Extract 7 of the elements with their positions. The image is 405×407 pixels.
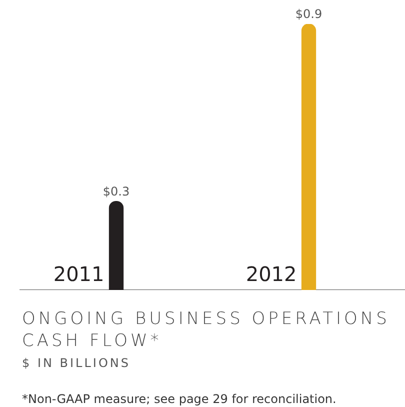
- x-tick-label: 2011: [53, 262, 104, 286]
- text: *Non-GAAP measure; see page 29 for reconciliation.: [22, 392, 338, 406]
- text: $ IN BILLIONS: [22, 356, 132, 370]
- data-label: $0.3: [102, 184, 130, 198]
- data-label: $0.9: [295, 7, 322, 22]
- x-tick-label: 2012: [246, 262, 297, 286]
- text: ONGOING BUSINESS OPERATIONS CASH FLOW*: [22, 308, 391, 352]
